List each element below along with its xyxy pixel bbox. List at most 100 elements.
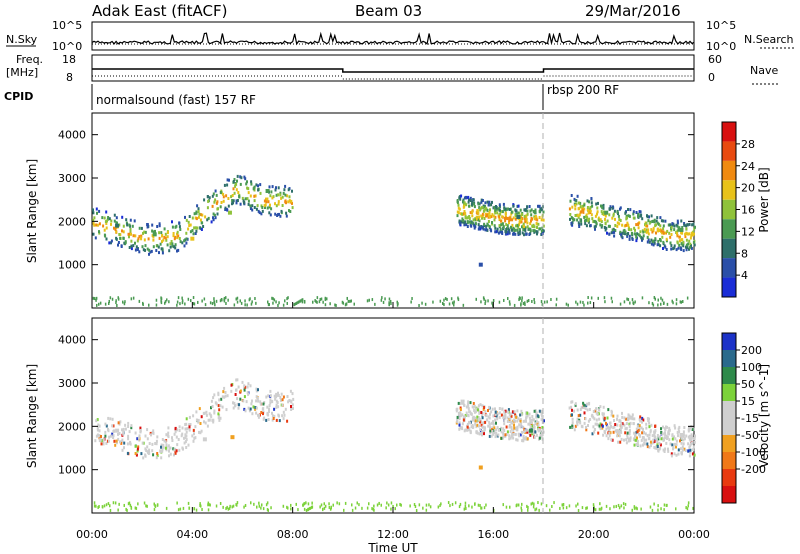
echo-cell [459,411,462,415]
ground-echo [582,300,584,304]
echo-cell [172,234,175,238]
echo-cell [246,186,249,190]
echo-cell [590,201,593,205]
ground-echo [540,300,543,304]
echo-cell [664,436,666,440]
echo-cell [489,208,491,212]
echo-cell [266,405,269,409]
echo-cell [578,223,581,226]
echo-cell [636,232,639,236]
echo-cell [592,425,595,429]
echo-cell [674,437,677,441]
echo-cell [665,441,668,445]
echo-cell [504,219,507,223]
echo-cell [212,218,215,222]
echo-cell [540,435,543,439]
echo-cell [523,430,526,433]
echo-cell [631,413,634,417]
ground-echo [671,299,673,303]
echo-cell [285,211,288,215]
echo-cell [178,429,181,432]
ground-echo [687,504,689,508]
ground-echo [583,303,585,307]
ground-echo [429,505,432,509]
ground-echo [396,503,398,507]
echo-cell [140,237,143,241]
ground-echo [633,506,636,510]
colorbar-swatch [722,333,736,350]
echo-cell [647,419,650,423]
echo-cell [107,439,110,443]
echo-cell [199,431,202,435]
echo-cell [152,230,155,234]
echo-cell [688,454,691,458]
echo-cell [588,401,591,405]
freq-tick-top: 18 [62,53,76,66]
echo-cell [457,411,460,415]
echo-cell [108,435,111,439]
echo-cell [98,209,101,213]
echo-cell [670,225,673,229]
echo-cell [525,217,528,221]
ground-echo [272,301,274,305]
echo-cell [184,440,187,444]
echo-cell [183,441,186,445]
echo-cell [601,412,604,416]
echo-cell [536,414,539,418]
echo-cell [524,226,527,230]
echo-cell [290,405,292,408]
nave-label: Nave [750,64,778,77]
y-tick-label: 2000 [58,420,86,433]
ground-echo [446,297,448,301]
echo-cell [516,204,519,208]
echo-cell [580,406,583,410]
echo-cell [144,447,147,451]
echo-cell [585,218,587,222]
ground-echo [286,301,288,305]
echo-cell [178,225,181,229]
echo-cell [235,378,238,382]
echo-cell [112,424,115,428]
ground-echo [123,503,125,507]
ground-echo [374,302,376,306]
echo-cell [673,452,676,456]
ground-echo [201,507,203,511]
echo-cell [269,401,272,405]
echo-cell [679,439,681,443]
ground-echo [627,298,630,302]
ground-echo [115,299,117,303]
echo-cell [178,221,181,225]
echo-cell [185,417,188,421]
echo-cell [654,237,657,241]
echo-cell [667,223,670,227]
echo-cell [239,202,242,206]
ground-echo [380,503,382,507]
echo-cell [692,445,695,449]
echo-cell [471,426,474,429]
echo-cell [272,195,275,199]
y-tick-label: 1000 [58,464,86,477]
ground-echo [130,297,133,301]
echo-cell [281,414,284,418]
ground-echo [587,296,589,300]
echo-cell [188,428,191,432]
echo-cell [666,425,668,429]
echo-cell [485,224,488,228]
echo-cell [461,217,464,221]
echo-cell [473,409,476,412]
echo-cell [642,427,644,431]
echo-cell [460,194,463,198]
echo-cell [267,418,270,421]
echo-cell [464,220,466,224]
ground-echo [328,505,331,509]
echo-cell [673,224,676,228]
power-sample-cell [679,228,684,232]
echo-cell [105,226,108,230]
colorbar-tick-label: 24 [741,160,755,173]
ground-echo [610,296,613,300]
echo-cell [620,437,623,441]
echo-cell [494,435,497,439]
echo-cell [277,193,280,197]
